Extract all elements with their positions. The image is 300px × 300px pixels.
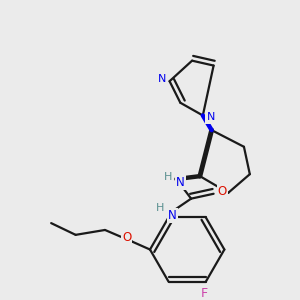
Text: N: N (158, 74, 166, 84)
Text: N: N (206, 112, 215, 122)
Text: F: F (200, 287, 207, 300)
Text: H: H (156, 203, 164, 213)
Text: H: H (164, 172, 172, 182)
Text: N: N (176, 176, 185, 188)
Text: O: O (122, 231, 131, 244)
Text: N: N (168, 209, 177, 222)
Text: O: O (218, 185, 227, 198)
